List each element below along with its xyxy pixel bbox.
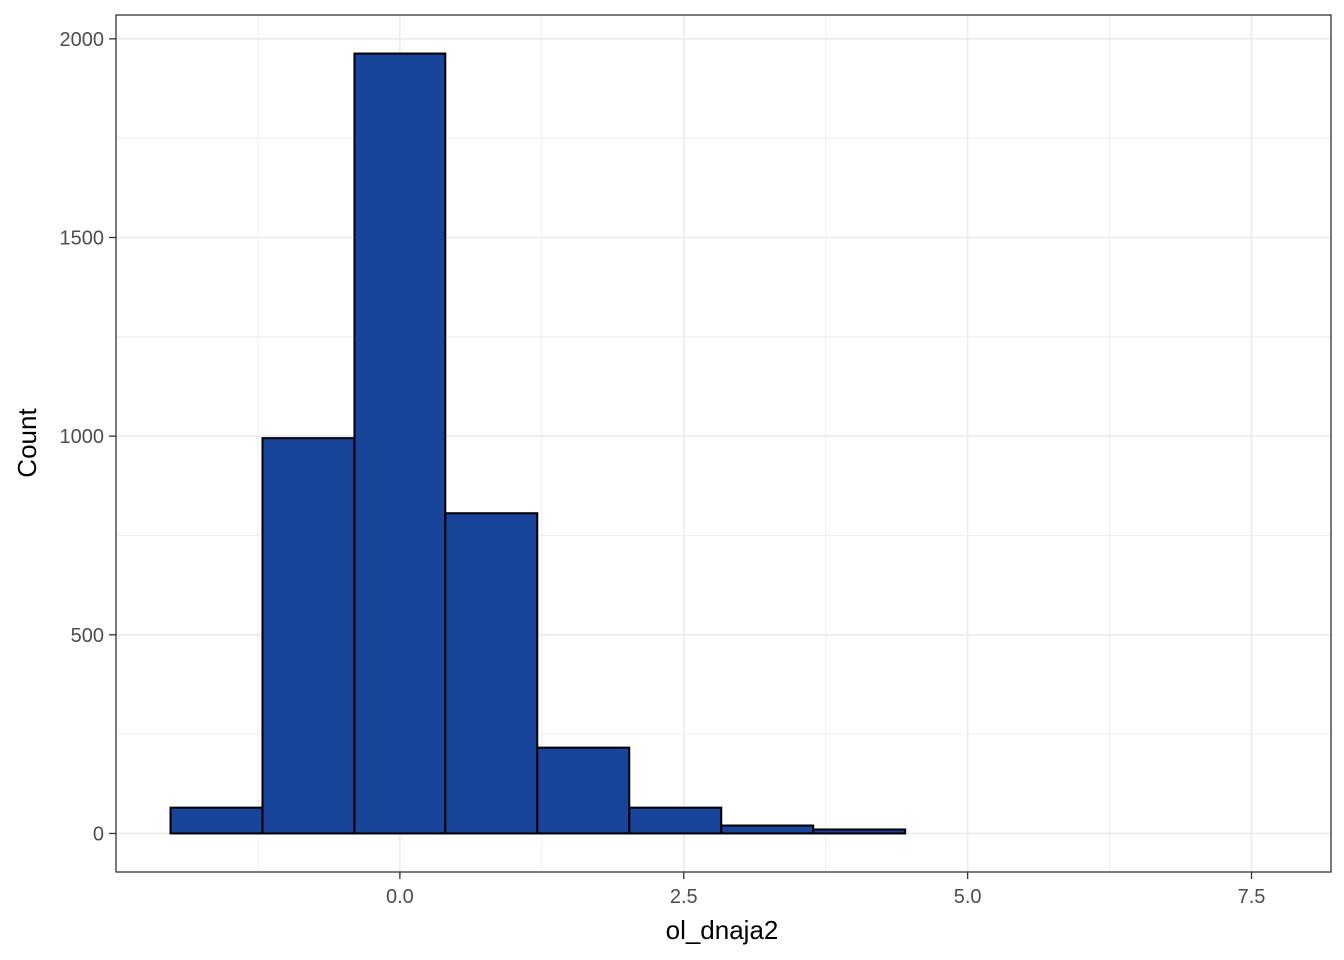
histogram-bar bbox=[169, 806, 264, 835]
y-tick-label: 1500 bbox=[60, 227, 105, 249]
histogram-bar bbox=[720, 824, 815, 835]
histogram-bars bbox=[169, 52, 907, 835]
y-tick-label: 1000 bbox=[60, 426, 105, 448]
x-tick-label: 0.0 bbox=[386, 886, 414, 908]
y-tick-label: 500 bbox=[71, 625, 104, 647]
histogram-bar bbox=[261, 437, 356, 835]
y-axis-title: Count bbox=[12, 408, 42, 478]
y-tick-label: 2000 bbox=[60, 29, 105, 51]
plot-panel-border bbox=[115, 14, 1332, 873]
x-tick-label: 7.5 bbox=[1238, 886, 1266, 908]
histogram-bar bbox=[536, 746, 631, 835]
histogram-bar bbox=[353, 52, 447, 835]
histogram-bar bbox=[444, 512, 539, 835]
x-tick-label: 2.5 bbox=[670, 886, 698, 908]
histogram-bar bbox=[628, 806, 723, 835]
x-axis-title: ol_dnaja2 bbox=[666, 915, 779, 945]
x-tick-label: 5.0 bbox=[954, 886, 982, 908]
y-axis-ticks: 0 500 1000 1500 2000 bbox=[60, 29, 116, 845]
grid-minor bbox=[116, 15, 1331, 872]
x-axis-ticks: 0.0 2.5 5.0 7.5 bbox=[386, 872, 1265, 908]
histogram-bar bbox=[812, 828, 907, 835]
y-tick-label: 0 bbox=[93, 823, 104, 845]
